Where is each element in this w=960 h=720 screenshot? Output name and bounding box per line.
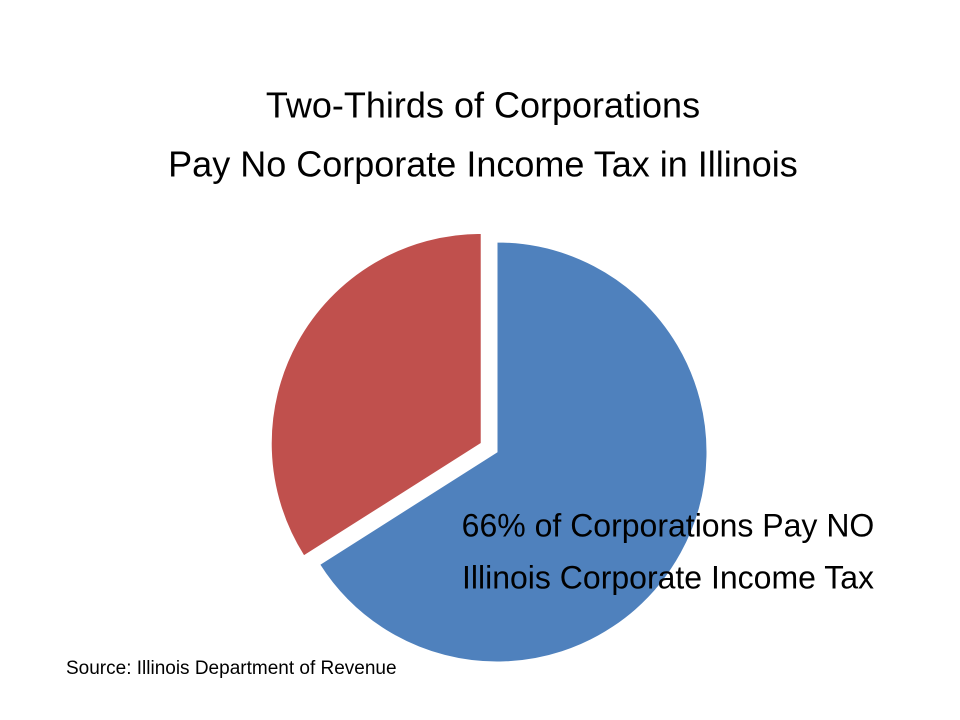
annotation: 66% of Corporations Pay NO (462, 507, 875, 543)
pie (270, 232, 708, 663)
chart-title: Two-Thirds of Corporations (266, 85, 700, 126)
annotation: Illinois Corporate Income Tax (462, 559, 874, 595)
source-note: Source: Illinois Department of Revenue (66, 658, 397, 679)
chart-title: Pay No Corporate Income Tax in Illinois (168, 144, 798, 185)
pie-slice (319, 241, 708, 663)
pie-slice (270, 232, 482, 557)
